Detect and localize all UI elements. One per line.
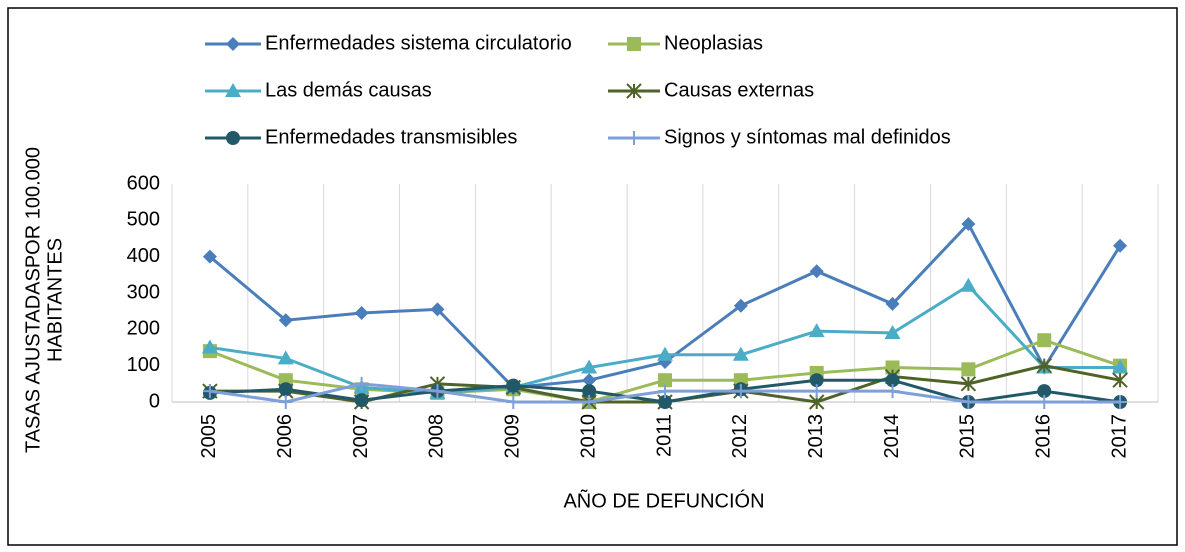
marker <box>1036 357 1052 374</box>
marker <box>582 373 597 388</box>
marker <box>960 277 977 292</box>
marker <box>225 83 241 97</box>
marker <box>581 359 598 374</box>
x-axis-label: AÑO DE DEFUNCIÓN <box>563 488 764 512</box>
y-axis-label: TASAS AJUSTADASPOR 100.000 <box>22 147 44 453</box>
marker <box>277 350 294 365</box>
marker <box>506 395 521 409</box>
marker <box>658 373 672 388</box>
marker <box>885 384 900 399</box>
marker <box>354 376 369 391</box>
marker <box>506 378 521 393</box>
x-tick-label: 2011 <box>653 414 675 457</box>
marker <box>809 373 824 388</box>
marker <box>430 302 445 317</box>
marker <box>627 131 641 145</box>
marker <box>657 346 673 361</box>
marker <box>884 324 901 339</box>
marker <box>582 395 597 409</box>
x-tick-label: 2005 <box>198 414 220 459</box>
marker <box>733 298 748 313</box>
y-tick-label: 600 <box>127 172 160 194</box>
y-tick-label: 300 <box>127 281 160 303</box>
legend-label: Causas externas <box>664 79 814 101</box>
marker <box>1112 359 1129 374</box>
marker <box>627 37 641 51</box>
marker <box>201 339 218 354</box>
y-tick-label: 400 <box>127 245 160 267</box>
x-tick-label: 2017 <box>1108 414 1130 459</box>
legend-label: Enfermedades transmisibles <box>265 126 517 148</box>
legend-label: Neoplasias <box>664 32 763 54</box>
x-tick-label: 2015 <box>957 414 979 459</box>
y-tick-label: 100 <box>127 354 160 376</box>
x-tick-label: 2014 <box>881 414 903 459</box>
marker <box>1037 384 1052 399</box>
y-tick-label: 200 <box>127 318 160 340</box>
marker <box>885 360 900 375</box>
marker <box>626 83 642 99</box>
marker <box>202 249 217 264</box>
x-tick-label: 2013 <box>805 414 827 459</box>
legend-label: Las demás causas <box>265 79 432 101</box>
marker <box>809 264 824 279</box>
legend-label: Signos y síntomas mal definidos <box>664 126 951 148</box>
x-tick-label: 2008 <box>426 414 448 459</box>
marker <box>278 395 293 409</box>
marker <box>809 384 824 399</box>
marker <box>1113 238 1128 253</box>
marker <box>658 384 672 399</box>
marker <box>1112 372 1128 388</box>
marker <box>582 384 597 399</box>
y-tick-label: 0 <box>149 390 160 412</box>
x-tick-label: 2010 <box>577 414 599 459</box>
marker <box>278 313 293 328</box>
marker <box>961 395 976 409</box>
marker <box>658 395 672 409</box>
y-axis-label: HABITANTES <box>44 238 66 362</box>
marker <box>202 384 217 399</box>
y-tick-label: 500 <box>127 209 160 231</box>
marker <box>961 216 976 231</box>
marker <box>961 362 976 377</box>
marker <box>885 296 900 311</box>
marker <box>1037 333 1052 348</box>
x-tick-label: 2009 <box>502 414 524 459</box>
marker <box>885 373 900 388</box>
marker <box>430 384 445 399</box>
marker <box>226 37 240 51</box>
x-tick-label: 2012 <box>729 414 751 459</box>
x-tick-label: 2006 <box>274 414 296 459</box>
marker <box>960 376 977 392</box>
x-tick-label: 2007 <box>350 414 372 459</box>
marker <box>733 384 748 399</box>
marker <box>732 346 749 361</box>
marker <box>354 305 369 320</box>
marker <box>226 131 240 145</box>
marker <box>1113 395 1128 409</box>
frame <box>7 7 1178 546</box>
x-tick-label: 2016 <box>1033 414 1055 459</box>
marker <box>354 393 369 408</box>
legend-label: Enfermedades sistema circulatorio <box>265 32 572 54</box>
marker <box>1037 395 1052 409</box>
marker <box>808 323 825 338</box>
marker <box>278 382 293 397</box>
